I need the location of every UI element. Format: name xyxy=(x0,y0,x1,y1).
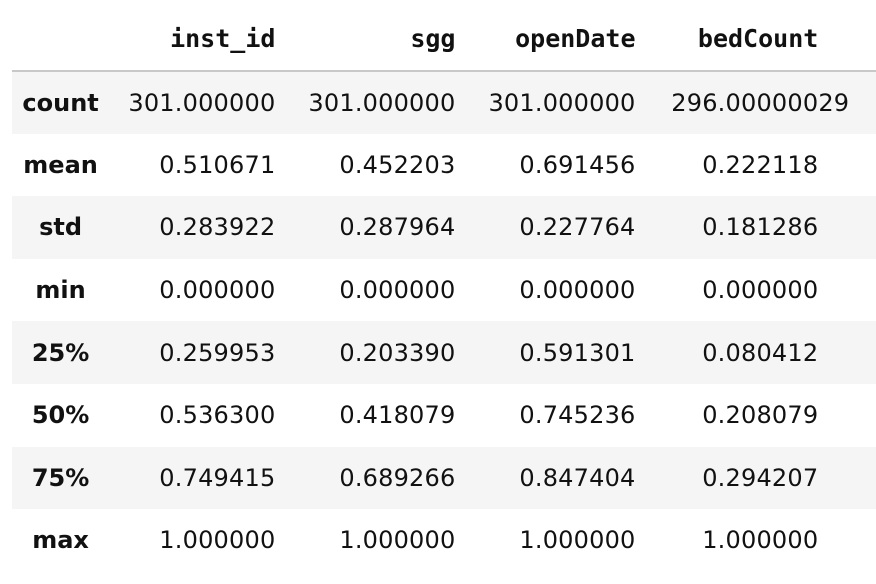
column-header xyxy=(818,6,876,72)
table-cell: 29 xyxy=(818,88,850,117)
table-cell: 301.000000 xyxy=(128,88,276,117)
table-cell: 301.000000 xyxy=(308,88,456,117)
table-cell: 0.847404 xyxy=(519,463,636,492)
table-cell: 0.227764 xyxy=(519,213,636,242)
table-cell: 0.745236 xyxy=(519,401,636,430)
index-header xyxy=(12,6,110,72)
table-cell: 0.294207 xyxy=(702,463,819,492)
table-cell: 1.000000 xyxy=(339,526,456,555)
table-cell: 0.689266 xyxy=(339,463,456,492)
table-cell: 0.080412 xyxy=(702,338,819,367)
table-row: 50% 0.536300 0.418079 0.745236 0.208079 xyxy=(12,383,876,447)
table-cell: 0.000000 xyxy=(339,276,456,305)
table-cell: 0.510671 xyxy=(159,150,276,179)
table-cell: 0.000000 xyxy=(159,276,276,305)
table-cell: 301.000000 xyxy=(488,88,636,117)
row-label: 50% xyxy=(31,401,90,430)
table-cell: 0.000000 xyxy=(702,276,819,305)
table-cell: 0.536300 xyxy=(159,401,276,430)
table-row: min 0.000000 0.000000 0.000000 0.000000 xyxy=(12,258,876,322)
table-cell xyxy=(818,134,876,197)
table-cell xyxy=(818,447,876,510)
table-row: 75% 0.749415 0.689266 0.847404 0.294207 xyxy=(12,446,876,510)
row-label: mean xyxy=(23,150,98,179)
describe-table: inst_id sgg openDate bedCount count 301.… xyxy=(12,6,876,572)
table-cell: 0.208079 xyxy=(702,401,819,430)
row-label: 75% xyxy=(31,463,90,492)
row-label: 25% xyxy=(31,338,90,367)
table-row: max 1.000000 1.000000 1.000000 1.000000 xyxy=(12,509,876,572)
table-cell: 0.691456 xyxy=(519,150,636,179)
table-cell: 0.222118 xyxy=(702,150,819,179)
table-cell: 0.283922 xyxy=(159,213,276,242)
table-row: std 0.283922 0.287964 0.227764 0.181286 xyxy=(12,196,876,259)
row-label: min xyxy=(35,276,86,305)
row-label: std xyxy=(39,213,83,242)
column-header: sgg xyxy=(275,6,456,72)
table-cell: 0.000000 xyxy=(519,276,636,305)
table-row: mean 0.510671 0.452203 0.691456 0.222118 xyxy=(12,133,876,197)
row-label: count xyxy=(22,88,99,117)
table-cell: 0.749415 xyxy=(159,463,276,492)
row-label: max xyxy=(32,526,89,555)
table-cell xyxy=(818,321,876,384)
table-cell: 0.203390 xyxy=(339,338,456,367)
table-cell xyxy=(818,259,876,322)
column-header: bedCount xyxy=(635,6,819,72)
table-cell: 0.591301 xyxy=(519,338,636,367)
table-cell: 1.000000 xyxy=(702,526,819,555)
table-cell: 1.000000 xyxy=(519,526,636,555)
table-cell: 0.287964 xyxy=(339,213,456,242)
table-cell xyxy=(818,509,876,572)
table-cell: 0.259953 xyxy=(159,338,276,367)
table-cell: 0.452203 xyxy=(339,150,456,179)
table-cell xyxy=(818,384,876,447)
table-cell: 1.000000 xyxy=(159,526,276,555)
table-cell: 0.418079 xyxy=(339,401,456,430)
table-cell xyxy=(818,196,876,259)
table-row: 25% 0.259953 0.203390 0.591301 0.080412 xyxy=(12,321,876,384)
table-row: count 301.000000 301.000000 301.000000 2… xyxy=(12,71,876,134)
header-row: inst_id sgg openDate bedCount xyxy=(12,6,876,72)
table-cell: 0.181286 xyxy=(702,213,819,242)
column-header: inst_id xyxy=(109,6,276,72)
column-header: openDate xyxy=(455,6,636,72)
table-cell: 296.000000 xyxy=(671,88,819,117)
